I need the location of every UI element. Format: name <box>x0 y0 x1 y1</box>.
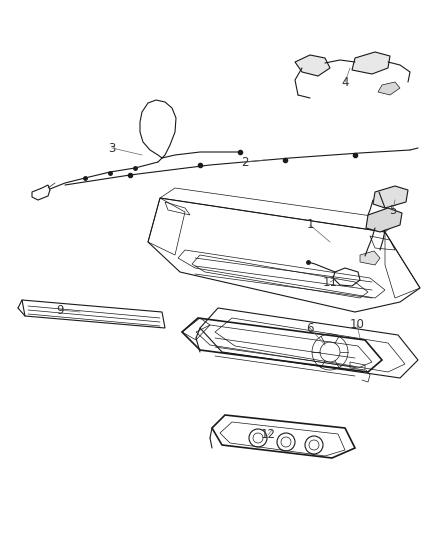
Polygon shape <box>378 82 400 95</box>
Text: 4: 4 <box>341 76 349 88</box>
Text: 9: 9 <box>56 303 64 317</box>
Polygon shape <box>360 251 380 265</box>
Text: 3: 3 <box>108 141 116 155</box>
Polygon shape <box>373 186 408 208</box>
Text: 5: 5 <box>389 204 397 216</box>
Text: 6: 6 <box>306 321 314 335</box>
Text: 11: 11 <box>322 276 338 288</box>
Text: 10: 10 <box>350 319 364 332</box>
Polygon shape <box>295 55 330 76</box>
Text: 12: 12 <box>261 429 276 441</box>
Text: 1: 1 <box>306 219 314 231</box>
Text: 2: 2 <box>241 156 249 168</box>
Polygon shape <box>352 52 390 74</box>
Polygon shape <box>366 208 402 232</box>
